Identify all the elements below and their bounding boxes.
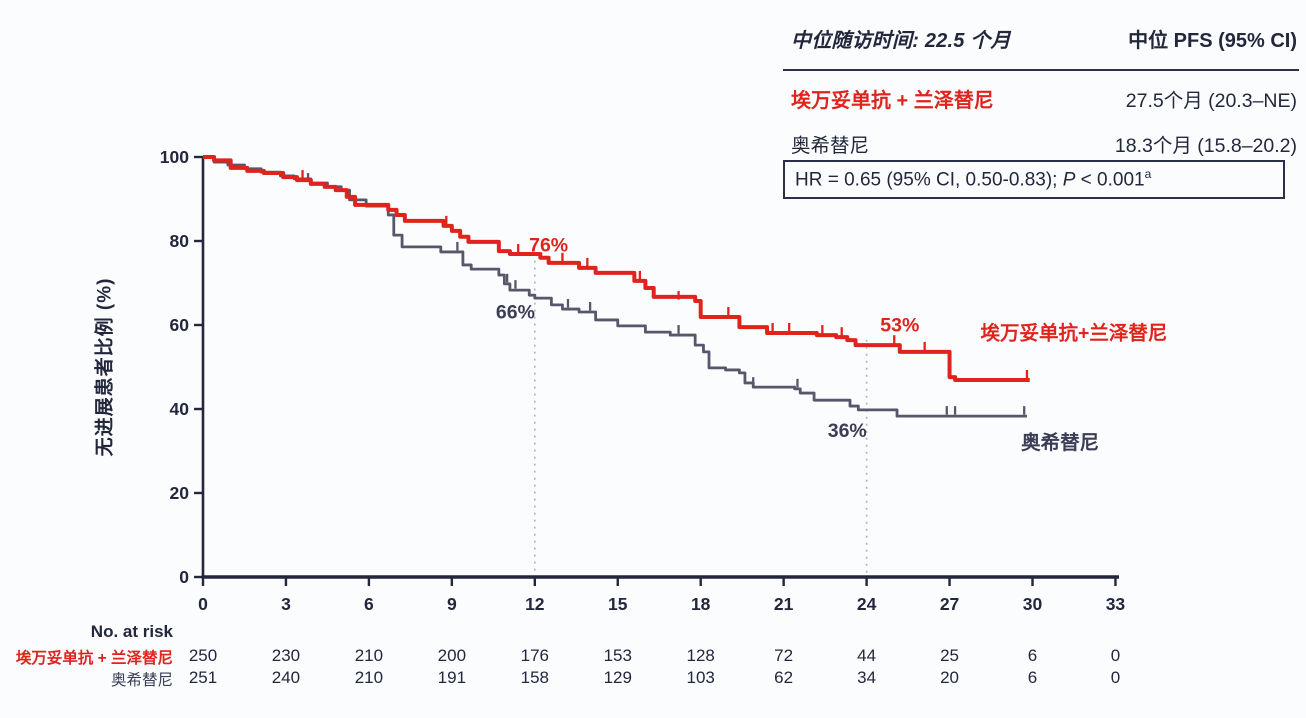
pct-annotation-53: 53% — [880, 314, 919, 336]
curve-label-osimertinib: 奥希替尼 — [1021, 431, 1099, 454]
risk-row-label-ami-laz: 埃万妥单抗 + 兰泽替尼 — [15, 650, 173, 667]
x-tick-label: 33 — [1106, 594, 1126, 614]
x-tick-label: 18 — [691, 594, 711, 614]
arm-osimertinib-label: 奥希替尼 — [791, 135, 870, 157]
hr-p-symbol: P — [1062, 169, 1076, 191]
x-tick-label: 27 — [940, 594, 959, 614]
summary-row-osimertinib: 奥希替尼 18.3个月 (15.8–20.2) — [791, 129, 1297, 158]
pct-annotation-76: 76% — [529, 235, 568, 257]
hr-footnote-marker: a — [1144, 167, 1152, 181]
pct-annotation-66: 66% — [496, 302, 535, 324]
x-tick-label: 15 — [608, 594, 628, 614]
pct-annotation-36: 36% — [828, 420, 867, 442]
y-tick-label: 20 — [170, 483, 190, 503]
y-tick-label: 60 — [170, 315, 190, 335]
arm-ami-laz-median-pfs: 27.5个月 (20.3–NE) — [1125, 90, 1297, 112]
summary-table: 中位随访时间: 22.5 个月 中位 PFS (95% CI) 埃万妥单抗 + … — [783, 0, 1299, 212]
x-tick-label: 30 — [1023, 594, 1043, 614]
x-tick-label: 9 — [447, 594, 457, 614]
y-tick-label: 0 — [179, 567, 189, 587]
hr-text: HR = 0.65 (95% CI, 0.50-0.83); — [795, 169, 1063, 191]
risk-row-label-osimertinib: 奥希替尼 — [110, 672, 173, 689]
summary-header: 中位随访时间: 22.5 个月 中位 PFS (95% CI) — [791, 24, 1297, 53]
median-followup-label: 中位随访时间: 22.5 个月 — [791, 30, 1011, 52]
y-tick-label: 80 — [170, 231, 190, 251]
km-curve-ami-laz — [203, 155, 1030, 383]
y-axis-title: 无进展患者比例 (%) — [94, 277, 116, 457]
x-tick-label: 3 — [281, 594, 291, 614]
arm-osimertinib-median-pfs: 18.3个月 (15.8–20.2) — [1114, 135, 1297, 157]
x-tick-label: 0 — [198, 594, 208, 614]
x-tick-label: 24 — [857, 594, 877, 614]
hazard-ratio-box: HR = 0.65 (95% CI, 0.50-0.83); P < 0.001… — [783, 160, 1285, 200]
summary-row-ami-laz: 埃万妥单抗 + 兰泽替尼 27.5个月 (20.3–NE) — [791, 84, 1297, 113]
summary-divider — [783, 69, 1299, 71]
y-tick-label: 100 — [160, 147, 189, 167]
curve-label-ami-laz: 埃万妥单抗+兰泽替尼 — [981, 322, 1168, 345]
x-tick-label: 12 — [525, 594, 545, 614]
y-tick-label: 40 — [170, 399, 190, 419]
risk-table-title: No. at risk — [90, 622, 173, 641]
arm-ami-laz-label: 埃万妥单抗 + 兰泽替尼 — [791, 90, 994, 112]
hr-p-value: < 0.001 — [1075, 169, 1145, 191]
x-tick-label: 6 — [364, 594, 374, 614]
x-tick-label: 21 — [774, 594, 794, 614]
median-pfs-header: 中位 PFS (95% CI) — [1128, 30, 1297, 52]
